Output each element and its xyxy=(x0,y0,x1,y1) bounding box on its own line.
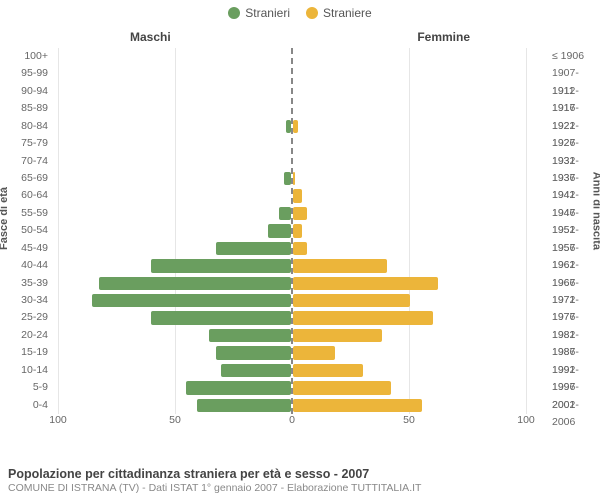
bar-male xyxy=(268,224,291,237)
bar-male xyxy=(151,311,291,324)
age-label: 15-19 xyxy=(0,344,52,361)
birth-label: 1962-1966 xyxy=(548,257,600,274)
center-axis xyxy=(291,48,293,414)
header-males: Maschi xyxy=(130,30,171,44)
age-label: 65-69 xyxy=(0,170,52,187)
bar-female xyxy=(293,329,382,342)
birth-label: 1987-1991 xyxy=(548,344,600,361)
legend-item-male: Stranieri xyxy=(228,6,290,20)
bar-female xyxy=(293,172,295,185)
bar-male xyxy=(221,364,291,377)
bar-male xyxy=(216,242,291,255)
legend-label-male: Stranieri xyxy=(245,6,290,20)
birth-label: 1967-1971 xyxy=(548,275,600,292)
age-label: 40-44 xyxy=(0,257,52,274)
birth-label: ≤ 1906 xyxy=(548,48,600,65)
age-label: 5-9 xyxy=(0,379,52,396)
bar-female xyxy=(293,207,307,220)
age-label: 95-99 xyxy=(0,65,52,82)
bar-female xyxy=(293,346,335,359)
x-tick-label: 0 xyxy=(289,414,295,426)
legend-label-female: Straniere xyxy=(323,6,372,20)
age-label: 20-24 xyxy=(0,327,52,344)
legend-item-female: Straniere xyxy=(306,6,372,20)
bar-female xyxy=(293,259,387,272)
bar-male xyxy=(279,207,291,220)
birth-label: 1972-1976 xyxy=(548,292,600,309)
chart-container: Stranieri Straniere Maschi Femmine 100+9… xyxy=(0,0,600,500)
chart-title: Popolazione per cittadinanza straniera p… xyxy=(8,467,592,481)
birth-label: 1907-1911 xyxy=(548,65,600,82)
birth-label: 1917-1921 xyxy=(548,100,600,117)
x-tick-label: 100 xyxy=(49,414,67,426)
plot-area xyxy=(58,48,526,438)
header-females: Femmine xyxy=(417,30,470,44)
y-axis-left-title: Fasce di età xyxy=(0,187,10,250)
y-axis-right-title: Anni di nascita xyxy=(590,172,600,250)
age-label: 25-29 xyxy=(0,309,52,326)
bar-male xyxy=(216,346,291,359)
birth-label: 1997-2001 xyxy=(548,379,600,396)
legend-swatch-male xyxy=(228,7,240,19)
bar-female xyxy=(293,364,363,377)
legend: Stranieri Straniere xyxy=(0,0,600,20)
age-label: 75-79 xyxy=(0,135,52,152)
bar-male xyxy=(99,277,291,290)
bar-male xyxy=(209,329,291,342)
x-axis-ticks: 10050050100 xyxy=(58,414,526,434)
bar-female xyxy=(293,242,307,255)
bar-female xyxy=(293,311,433,324)
birth-label: 1982-1986 xyxy=(548,327,600,344)
bar-female xyxy=(293,224,302,237)
bar-male xyxy=(92,294,291,307)
birth-label: 1927-1931 xyxy=(548,135,600,152)
legend-swatch-female xyxy=(306,7,318,19)
chart-footer: Popolazione per cittadinanza straniera p… xyxy=(8,467,592,494)
chart-subtitle: COMUNE DI ISTRANA (TV) - Dati ISTAT 1° g… xyxy=(8,482,592,494)
birth-label: 1912-1916 xyxy=(548,83,600,100)
x-tick-label: 100 xyxy=(517,414,535,426)
birth-label: 1992-1996 xyxy=(548,362,600,379)
birth-label: 1922-1926 xyxy=(548,118,600,135)
age-label: 10-14 xyxy=(0,362,52,379)
bar-female xyxy=(293,381,391,394)
bar-male xyxy=(284,172,291,185)
birth-label: 1977-1981 xyxy=(548,309,600,326)
x-tick-label: 50 xyxy=(169,414,181,426)
age-label: 85-89 xyxy=(0,100,52,117)
birth-label: 2002-2006 xyxy=(548,397,600,414)
bar-female xyxy=(293,120,298,133)
bar-male xyxy=(197,399,291,412)
birth-label: 1932-1936 xyxy=(548,153,600,170)
age-label: 100+ xyxy=(0,48,52,65)
bar-female xyxy=(293,294,410,307)
age-label: 80-84 xyxy=(0,118,52,135)
age-label: 70-74 xyxy=(0,153,52,170)
age-label: 90-94 xyxy=(0,83,52,100)
bar-male xyxy=(186,381,291,394)
bar-female xyxy=(293,399,422,412)
bar-female xyxy=(293,189,302,202)
bar-male xyxy=(151,259,291,272)
age-label: 0-4 xyxy=(0,397,52,414)
age-label: 30-34 xyxy=(0,292,52,309)
bar-female xyxy=(293,277,438,290)
x-tick-label: 50 xyxy=(403,414,415,426)
age-label: 35-39 xyxy=(0,275,52,292)
